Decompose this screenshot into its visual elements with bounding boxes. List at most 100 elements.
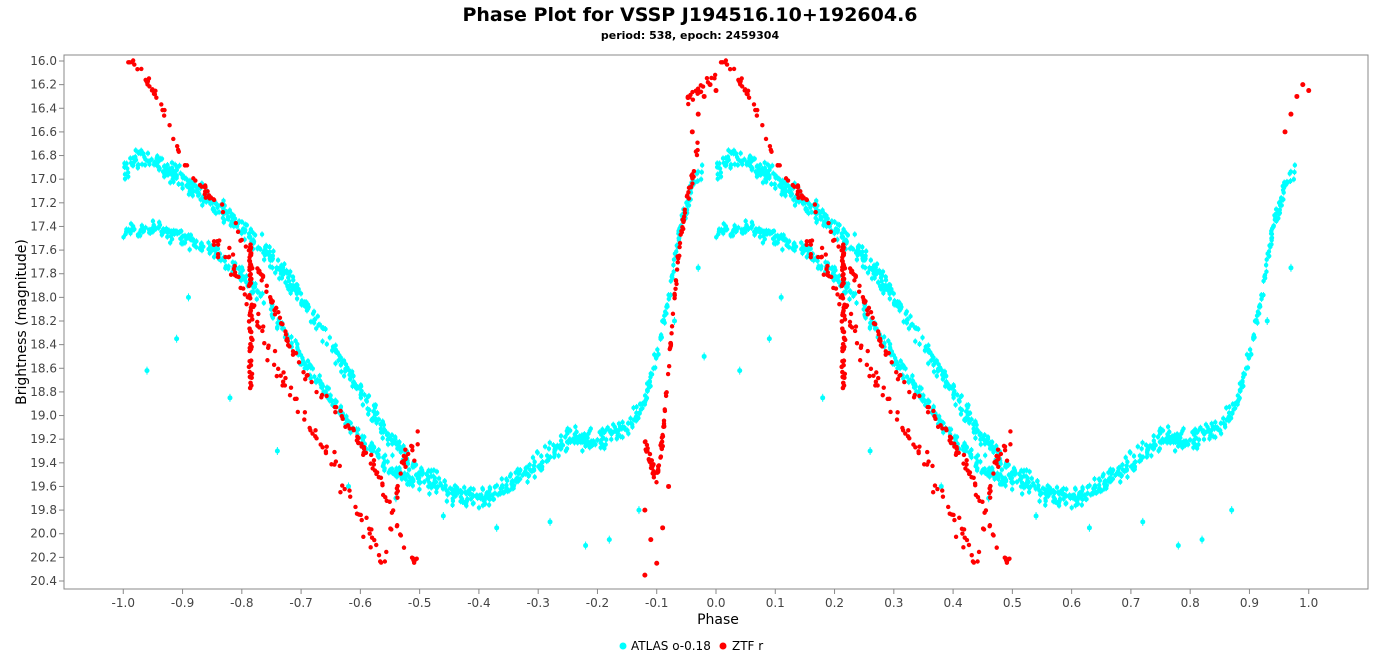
atlas-point — [776, 236, 782, 242]
atlas-point — [556, 453, 561, 458]
atlas-point — [397, 439, 402, 445]
atlas-point — [854, 300, 859, 306]
atlas-point — [1218, 421, 1224, 426]
atlas-point — [206, 246, 211, 252]
atlas-point — [1043, 498, 1048, 504]
atlas-point — [1080, 497, 1085, 502]
atlas-point — [587, 428, 592, 434]
atlas-point — [754, 229, 759, 234]
atlas-point — [647, 380, 652, 385]
atlas-point — [715, 176, 720, 182]
atlas-point — [1103, 478, 1108, 484]
atlas-point — [270, 253, 276, 258]
atlas-point — [720, 156, 726, 161]
atlas-point — [592, 440, 597, 446]
atlas-point — [1163, 437, 1168, 442]
atlas-point — [1027, 469, 1032, 474]
atlas-point — [877, 270, 882, 276]
atlas-point — [973, 455, 979, 460]
atlas-point — [818, 216, 824, 222]
atlas-point — [135, 165, 141, 171]
atlas-point — [535, 450, 540, 455]
atlas-point — [894, 360, 900, 366]
atlas-point — [1152, 441, 1157, 447]
atlas-point — [196, 191, 202, 197]
atlas-point — [1203, 422, 1209, 427]
atlas-point — [739, 159, 745, 164]
atlas-point — [1080, 493, 1086, 498]
atlas-point — [1037, 498, 1042, 504]
atlas-point — [1097, 478, 1103, 483]
atlas-point — [499, 476, 505, 482]
atlas-point — [428, 473, 434, 479]
atlas-point — [444, 498, 450, 504]
atlas-point — [1165, 424, 1171, 429]
atlas-point — [940, 376, 946, 382]
atlas-point — [452, 483, 458, 488]
atlas-point — [239, 219, 245, 225]
atlas-point — [288, 269, 293, 274]
atlas-point — [1003, 464, 1008, 469]
atlas-point — [897, 308, 902, 313]
atlas-point — [273, 270, 278, 275]
atlas-point — [617, 424, 623, 429]
atlas-point — [958, 406, 963, 412]
atlas-point — [462, 500, 467, 506]
atlas-point — [668, 292, 673, 298]
atlas-point — [1031, 483, 1037, 488]
atlas-point — [1226, 418, 1232, 423]
atlas-point — [1241, 374, 1246, 380]
atlas-point — [1252, 335, 1257, 340]
atlas-point — [910, 322, 915, 327]
atlas-point — [290, 274, 296, 280]
atlas-point — [405, 472, 410, 477]
atlas-point — [547, 440, 552, 445]
chart-title: Phase Plot for VSSP J194516.10+192604.6 — [462, 4, 917, 26]
atlas-point — [122, 176, 128, 182]
atlas-point — [410, 464, 415, 469]
atlas-point — [760, 169, 765, 174]
atlas-point — [427, 491, 432, 497]
atlas-point — [401, 443, 406, 449]
atlas-point — [898, 358, 903, 364]
atlas-point — [1108, 478, 1114, 484]
atlas-point — [169, 236, 175, 242]
atlas-point — [396, 443, 402, 449]
atlas-point — [906, 326, 912, 331]
atlas-point — [254, 296, 259, 302]
atlas-point — [193, 240, 198, 245]
atlas-point — [327, 335, 332, 340]
atlas-point — [283, 280, 288, 285]
atlas-point — [951, 392, 956, 398]
atlas-point — [749, 167, 755, 172]
atlas-point — [369, 417, 374, 423]
atlas-point — [156, 225, 161, 230]
atlas-point — [920, 335, 925, 340]
atlas-point — [429, 468, 434, 473]
atlas-point — [1231, 407, 1236, 412]
atlas-point — [904, 309, 909, 314]
atlas-point — [393, 440, 398, 446]
atlas-point — [744, 162, 750, 167]
atlas-point — [417, 487, 422, 492]
atlas-point — [228, 223, 234, 228]
atlas-point — [312, 374, 317, 379]
atlas-point — [1265, 251, 1270, 256]
atlas-point — [515, 478, 521, 484]
atlas-point — [162, 174, 167, 179]
atlas-point — [1213, 420, 1218, 425]
atlas-point — [783, 193, 788, 198]
atlas-point — [865, 270, 871, 275]
atlas-point — [999, 467, 1005, 472]
atlas-point — [150, 218, 156, 224]
atlas-point — [1292, 169, 1297, 175]
atlas-point — [785, 240, 791, 245]
atlas-point — [1120, 462, 1125, 468]
atlas-point — [729, 150, 734, 155]
atlas-point — [246, 231, 252, 236]
atlas-point — [476, 505, 482, 510]
atlas-point — [450, 498, 456, 504]
atlas-point — [1187, 437, 1193, 443]
atlas-point — [967, 417, 972, 423]
atlas-point — [1185, 440, 1190, 446]
